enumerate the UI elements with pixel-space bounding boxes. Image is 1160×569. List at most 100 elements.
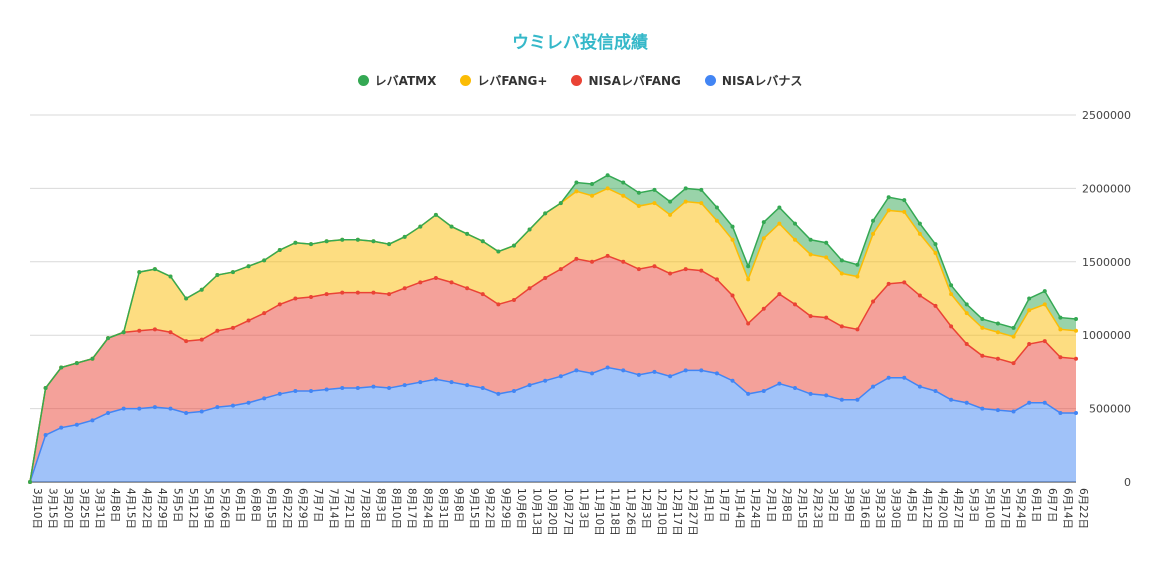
data-point[interactable]	[355, 386, 360, 391]
data-point[interactable]	[949, 324, 954, 329]
data-point[interactable]	[106, 411, 111, 415]
data-point[interactable]	[184, 411, 189, 415]
data-point[interactable]	[652, 187, 657, 192]
data-point[interactable]	[558, 374, 563, 379]
data-point[interactable]	[184, 296, 189, 301]
data-point[interactable]	[871, 299, 876, 304]
data-point[interactable]	[792, 302, 797, 307]
data-point[interactable]	[1042, 302, 1047, 307]
data-point[interactable]	[418, 380, 423, 385]
data-point[interactable]	[355, 290, 360, 295]
data-point[interactable]	[590, 259, 595, 264]
data-point[interactable]	[668, 199, 673, 204]
data-point[interactable]	[824, 255, 829, 260]
data-point[interactable]	[277, 302, 282, 307]
data-point[interactable]	[543, 211, 548, 216]
data-point[interactable]	[152, 405, 157, 410]
data-point[interactable]	[496, 249, 501, 254]
data-point[interactable]	[902, 209, 907, 214]
data-point[interactable]	[558, 267, 563, 272]
data-point[interactable]	[433, 275, 438, 280]
legend-item[interactable]: レバATMX	[357, 72, 436, 89]
data-point[interactable]	[933, 250, 938, 255]
data-point[interactable]	[746, 321, 751, 326]
data-point[interactable]	[1074, 317, 1078, 322]
data-point[interactable]	[714, 371, 719, 376]
data-point[interactable]	[777, 221, 782, 226]
data-point[interactable]	[605, 186, 610, 191]
data-point[interactable]	[309, 388, 314, 393]
data-point[interactable]	[855, 274, 860, 279]
data-point[interactable]	[683, 267, 688, 272]
data-point[interactable]	[215, 273, 220, 278]
data-point[interactable]	[558, 201, 563, 206]
data-point[interactable]	[621, 193, 626, 198]
legend-item[interactable]: NISAレバナス	[704, 72, 802, 89]
data-point[interactable]	[1058, 327, 1063, 332]
data-point[interactable]	[668, 212, 673, 217]
data-point[interactable]	[933, 388, 938, 393]
data-point[interactable]	[855, 327, 860, 332]
data-point[interactable]	[761, 220, 766, 225]
data-point[interactable]	[262, 396, 267, 401]
data-point[interactable]	[980, 353, 985, 358]
data-point[interactable]	[871, 231, 876, 236]
data-point[interactable]	[137, 270, 142, 275]
data-point[interactable]	[730, 293, 735, 298]
data-point[interactable]	[137, 406, 142, 411]
data-point[interactable]	[699, 201, 704, 206]
data-point[interactable]	[886, 195, 891, 200]
data-point[interactable]	[964, 311, 969, 316]
data-point[interactable]	[636, 267, 641, 272]
data-point[interactable]	[917, 293, 922, 298]
data-point[interactable]	[574, 256, 579, 261]
data-point[interactable]	[590, 371, 595, 376]
data-point[interactable]	[324, 239, 329, 244]
data-point[interactable]	[995, 321, 1000, 326]
data-point[interactable]	[199, 337, 204, 342]
data-point[interactable]	[121, 330, 126, 335]
data-point[interactable]	[621, 368, 626, 373]
data-point[interactable]	[1027, 308, 1032, 313]
data-point[interactable]	[808, 314, 813, 319]
data-point[interactable]	[527, 286, 532, 291]
data-point[interactable]	[402, 286, 407, 291]
data-point[interactable]	[1011, 409, 1016, 414]
data-point[interactable]	[777, 205, 782, 210]
data-point[interactable]	[871, 218, 876, 223]
data-point[interactable]	[496, 391, 501, 396]
data-point[interactable]	[371, 239, 376, 244]
data-point[interactable]	[917, 231, 922, 236]
data-point[interactable]	[761, 388, 766, 393]
data-point[interactable]	[902, 375, 907, 380]
data-point[interactable]	[387, 386, 392, 391]
data-point[interactable]	[152, 327, 157, 332]
data-point[interactable]	[824, 315, 829, 320]
data-point[interactable]	[262, 258, 267, 263]
data-point[interactable]	[402, 383, 407, 388]
data-point[interactable]	[746, 391, 751, 396]
data-point[interactable]	[1042, 289, 1047, 294]
data-point[interactable]	[886, 281, 891, 286]
data-point[interactable]	[730, 378, 735, 383]
data-point[interactable]	[574, 189, 579, 194]
data-point[interactable]	[340, 237, 345, 242]
data-point[interactable]	[590, 182, 595, 186]
data-point[interactable]	[511, 243, 516, 248]
data-point[interactable]	[74, 361, 79, 366]
data-point[interactable]	[917, 221, 922, 226]
data-point[interactable]	[309, 295, 314, 300]
data-point[interactable]	[293, 388, 298, 393]
data-point[interactable]	[465, 383, 470, 388]
data-point[interactable]	[511, 388, 516, 393]
data-point[interactable]	[433, 377, 438, 382]
data-point[interactable]	[574, 180, 579, 185]
data-point[interactable]	[543, 378, 548, 383]
data-point[interactable]	[480, 292, 485, 297]
data-point[interactable]	[636, 204, 641, 209]
data-point[interactable]	[199, 409, 204, 414]
data-point[interactable]	[246, 318, 251, 323]
data-point[interactable]	[1027, 400, 1032, 405]
data-point[interactable]	[246, 264, 251, 269]
data-point[interactable]	[277, 391, 282, 396]
